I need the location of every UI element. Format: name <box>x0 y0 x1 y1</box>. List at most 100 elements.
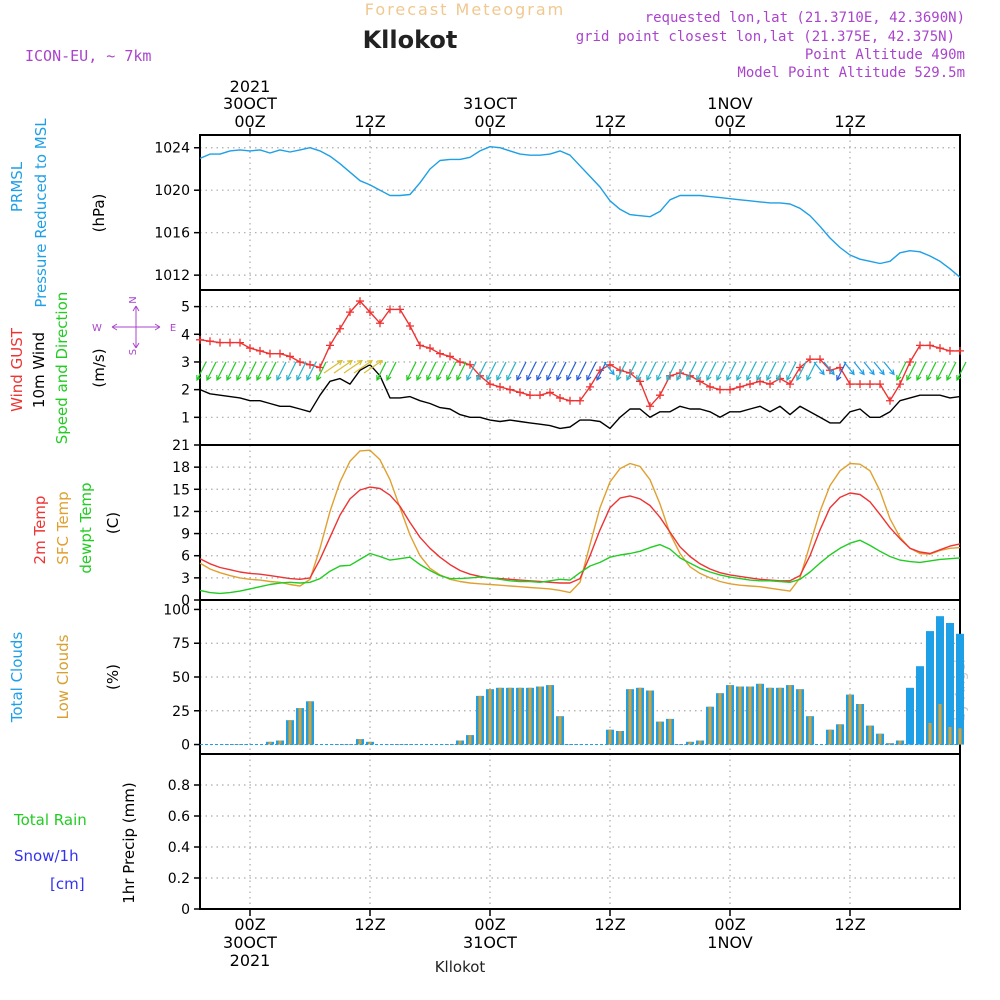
gust-point-marker <box>766 380 774 389</box>
wind-direction-arrow <box>266 361 277 382</box>
pressure-unit-label: (hPa) <box>90 194 108 233</box>
snow-label: Snow/1h <box>14 847 79 865</box>
wind-panel-frame <box>199 289 961 446</box>
y-tick-label: 5 <box>181 300 190 316</box>
precip-panel-frame <box>199 753 961 910</box>
low-clouds-bar <box>668 718 672 745</box>
low-clouds-bar <box>878 733 882 745</box>
wind-direction-arrow <box>586 361 597 382</box>
total-clouds-label: Total Clouds <box>8 632 26 724</box>
wind-direction-arrow <box>486 361 497 382</box>
gust-point-marker <box>636 377 644 386</box>
wind-direction-arrow <box>936 361 947 382</box>
low-clouds-bar <box>738 686 742 745</box>
compass-arrows-icon <box>111 305 161 349</box>
gust-point-marker <box>256 346 264 355</box>
y-tick-label: 6 <box>181 549 190 565</box>
wind-direction-arrow <box>726 361 737 382</box>
wind-direction-arrow <box>656 361 667 382</box>
y-tick-label: 4 <box>181 327 190 343</box>
2m-temp-label: 2m Temp <box>31 496 49 565</box>
gust-point-marker <box>786 380 794 389</box>
wind-direction-arrow <box>626 361 637 382</box>
bottom-time-label: 12Z <box>594 915 625 934</box>
low-clouds-bar <box>948 727 952 745</box>
bottom-time-label: 00Z <box>474 915 505 934</box>
gust-point-marker <box>856 380 864 389</box>
bottom-time-label: 1NOV <box>707 933 752 952</box>
compass-w: W <box>92 323 102 334</box>
wind-direction-arrow <box>363 359 384 374</box>
wind-direction-arrow <box>456 361 467 382</box>
pressure-series-line <box>199 145 961 278</box>
low-clouds-bar <box>648 690 652 745</box>
gust-point-marker <box>306 360 314 369</box>
bottom-time-label: 2021 <box>230 951 271 970</box>
low-clouds-bar <box>708 706 712 745</box>
gust-point-marker <box>576 396 584 405</box>
gust-point-marker <box>296 357 304 366</box>
wind-direction-arrow <box>506 361 517 382</box>
gust-point-marker <box>216 338 224 347</box>
wind-direction-arrow <box>823 361 835 376</box>
wind-direction-arrow <box>256 361 267 382</box>
low-clouds-bar <box>548 685 552 745</box>
gust-point-marker <box>456 357 464 366</box>
y-tick-label: 100 <box>163 602 190 618</box>
wind-direction-arrow <box>946 361 957 382</box>
y-tick-label: 9 <box>181 527 190 543</box>
wind-direction-arrow <box>706 361 717 382</box>
gust-point-marker <box>526 391 534 400</box>
model-label: ICON-EU, ~ 7km <box>25 47 151 65</box>
gust-point-marker <box>286 352 294 361</box>
wind-direction-arrow <box>746 361 757 382</box>
gust-point-marker <box>276 349 284 358</box>
gust-point-marker <box>436 349 444 358</box>
low-clouds-bar <box>688 741 692 745</box>
gust-point-marker <box>916 341 924 350</box>
wind-direction-arrow <box>916 361 927 382</box>
gust-point-marker <box>816 355 824 364</box>
gust-point-marker <box>246 344 254 353</box>
wind-direction-arrow <box>386 361 397 382</box>
wind-direction-arrow <box>236 361 247 382</box>
wind-unit-label: (m/s) <box>90 348 108 387</box>
2m-temp-series-line <box>199 486 961 584</box>
low-clouds-bar <box>468 735 472 745</box>
temperature-panel-frame <box>199 444 961 601</box>
gust-point-marker <box>656 391 664 400</box>
pressure-panel-frame <box>199 134 961 291</box>
wind-direction-arrow <box>286 361 297 382</box>
sfc-temp-label: SFC Temp <box>54 491 72 564</box>
gust-point-marker <box>346 308 354 317</box>
gust-point-marker <box>486 380 494 389</box>
low-clouds-bar <box>658 721 662 745</box>
gust-point-marker <box>906 357 914 366</box>
gust-point-marker <box>356 297 364 306</box>
wind-gust-series-line <box>199 300 960 407</box>
pressure-label-line2: Pressure Reduced to MSL <box>32 118 50 308</box>
low-clouds-bar <box>958 728 962 745</box>
wind-direction-arrow <box>843 361 855 376</box>
gust-point-marker <box>896 380 904 389</box>
gust-point-marker <box>876 380 884 389</box>
wind-gust-label: Wind GUST <box>8 327 26 412</box>
y-tick-label: 0.6 <box>168 809 190 825</box>
low-clouds-bar <box>558 716 562 745</box>
low-clouds-bar <box>838 724 842 745</box>
top-time-label: 31OCT <box>463 94 517 113</box>
total-clouds-bar <box>946 623 954 745</box>
wind-direction-arrow <box>196 361 207 382</box>
low-clouds-bar <box>498 687 502 745</box>
y-tick-label: 18 <box>172 460 190 476</box>
gust-point-marker <box>336 324 344 333</box>
total-clouds-bar <box>916 666 924 745</box>
y-tick-label: 75 <box>172 636 190 652</box>
wind-direction-arrow <box>446 361 457 382</box>
y-tick-label: 0 <box>181 593 190 609</box>
wind-direction-label: Speed and Direction <box>53 292 71 445</box>
top-time-label: 00Z <box>474 112 505 131</box>
low-clouds-bar <box>778 687 782 745</box>
bottom-time-label: 00Z <box>714 915 745 934</box>
